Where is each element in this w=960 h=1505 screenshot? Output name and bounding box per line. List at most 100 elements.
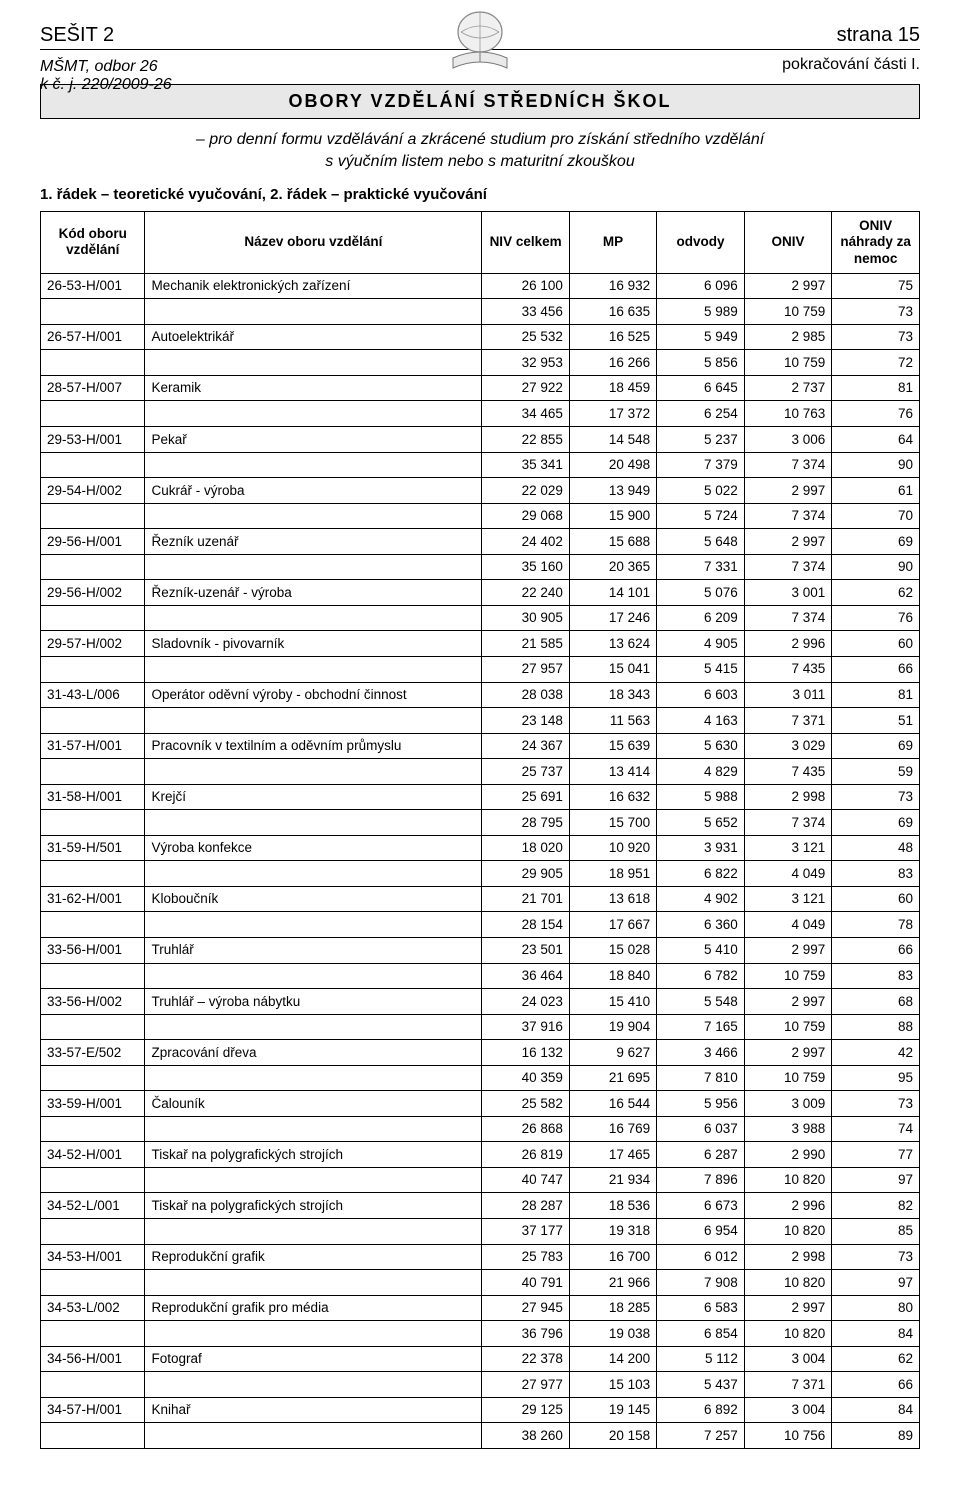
cell-value: 4 163 xyxy=(657,708,745,734)
cell-value: 95 xyxy=(832,1065,920,1091)
cell-value: 7 371 xyxy=(744,708,831,734)
data-table: Kód oboru vzdělání Název oboru vzdělání … xyxy=(40,211,920,1449)
cell-value: 16 525 xyxy=(569,324,656,350)
table-row: 26 86816 7696 0373 98874 xyxy=(41,1116,920,1142)
table-row: 31-43-L/006Operátor oděvní výroby - obch… xyxy=(41,682,920,708)
cell-value: 74 xyxy=(832,1116,920,1142)
cell-value: 2 997 xyxy=(744,529,831,555)
cell-value: 15 410 xyxy=(569,989,656,1015)
cell-name: Čalouník xyxy=(145,1091,482,1117)
cell-name-empty xyxy=(145,1116,482,1142)
cell-value: 13 618 xyxy=(569,886,656,912)
cell-value: 7 374 xyxy=(744,554,831,580)
cell-value: 19 318 xyxy=(569,1218,656,1244)
cell-value: 27 977 xyxy=(482,1372,570,1398)
table-row: 29-54-H/002Cukrář - výroba22 02913 9495 … xyxy=(41,478,920,504)
cell-value: 23 148 xyxy=(482,708,570,734)
cell-value: 2 997 xyxy=(744,273,831,299)
cell-value: 25 532 xyxy=(482,324,570,350)
cell-value: 69 xyxy=(832,810,920,836)
col-oniv-nahrady: ONIV náhrady za nemoc xyxy=(832,212,920,274)
cell-value: 26 868 xyxy=(482,1116,570,1142)
cell-value: 10 820 xyxy=(744,1167,831,1193)
cell-name-empty xyxy=(145,1270,482,1296)
table-row: 33-56-H/001Truhlář23 50115 0285 4102 997… xyxy=(41,937,920,963)
cell-value: 2 997 xyxy=(744,1295,831,1321)
col-mp: MP xyxy=(569,212,656,274)
cell-code: 29-56-H/001 xyxy=(41,529,145,555)
cell-code-empty xyxy=(41,1423,145,1449)
table-row: 29-57-H/002Sladovník - pivovarník21 5851… xyxy=(41,631,920,657)
cell-name-empty xyxy=(145,708,482,734)
cell-value: 2 996 xyxy=(744,1193,831,1219)
table-row: 23 14811 5634 1637 37151 xyxy=(41,708,920,734)
cell-value: 4 829 xyxy=(657,759,745,785)
cell-value: 76 xyxy=(832,401,920,427)
cell-value: 29 068 xyxy=(482,503,570,529)
cell-value: 26 819 xyxy=(482,1142,570,1168)
cell-value: 73 xyxy=(832,324,920,350)
table-row: 29 90518 9516 8224 04983 xyxy=(41,861,920,887)
cell-value: 17 372 xyxy=(569,401,656,427)
cell-code: 29-57-H/002 xyxy=(41,631,145,657)
table-row: 35 16020 3657 3317 37490 xyxy=(41,554,920,580)
cell-value: 28 038 xyxy=(482,682,570,708)
cell-value: 73 xyxy=(832,1244,920,1270)
cell-value: 28 795 xyxy=(482,810,570,836)
table-row: 25 73713 4144 8297 43559 xyxy=(41,759,920,785)
cell-name: Operátor oděvní výroby - obchodní činnos… xyxy=(145,682,482,708)
cell-value: 5 956 xyxy=(657,1091,745,1117)
cell-value: 22 855 xyxy=(482,427,570,453)
cell-value: 81 xyxy=(832,375,920,401)
cell-value: 29 905 xyxy=(482,861,570,887)
cell-value: 3 011 xyxy=(744,682,831,708)
cell-name: Výroba konfekce xyxy=(145,835,482,861)
cell-value: 5 648 xyxy=(657,529,745,555)
cell-value: 42 xyxy=(832,1040,920,1066)
table-header-row: Kód oboru vzdělání Název oboru vzdělání … xyxy=(41,212,920,274)
cell-code-empty xyxy=(41,656,145,682)
table-row: 37 91619 9047 16510 75988 xyxy=(41,1014,920,1040)
cell-value: 24 023 xyxy=(482,989,570,1015)
cell-value: 3 121 xyxy=(744,835,831,861)
cell-name-empty xyxy=(145,963,482,989)
cell-code: 31-62-H/001 xyxy=(41,886,145,912)
cell-name: Fotograf xyxy=(145,1346,482,1372)
cell-value: 22 029 xyxy=(482,478,570,504)
table-row: 34-53-L/002Reprodukční grafik pro média2… xyxy=(41,1295,920,1321)
cell-value: 51 xyxy=(832,708,920,734)
cell-value: 25 691 xyxy=(482,784,570,810)
cell-value: 69 xyxy=(832,529,920,555)
header-logo xyxy=(441,10,519,72)
cell-name: Tiskař na polygrafických strojích xyxy=(145,1142,482,1168)
table-row: 34-52-H/001Tiskař na polygrafických stro… xyxy=(41,1142,920,1168)
cell-value: 11 563 xyxy=(569,708,656,734)
cell-value: 13 949 xyxy=(569,478,656,504)
cell-value: 16 266 xyxy=(569,350,656,376)
cell-value: 97 xyxy=(832,1270,920,1296)
table-row: 34 46517 3726 25410 76376 xyxy=(41,401,920,427)
cell-value: 10 763 xyxy=(744,401,831,427)
cell-value: 4 902 xyxy=(657,886,745,912)
cell-value: 3 988 xyxy=(744,1116,831,1142)
cell-value: 29 125 xyxy=(482,1397,570,1423)
table-row: 40 74721 9347 89610 82097 xyxy=(41,1167,920,1193)
cell-value: 17 667 xyxy=(569,912,656,938)
cell-value: 83 xyxy=(832,861,920,887)
cell-code: 34-57-H/001 xyxy=(41,1397,145,1423)
cell-name: Knihař xyxy=(145,1397,482,1423)
cell-code-empty xyxy=(41,1065,145,1091)
cell-value: 38 260 xyxy=(482,1423,570,1449)
cell-value: 15 700 xyxy=(569,810,656,836)
header-left: SEŠIT 2 xyxy=(40,24,114,47)
table-row: 31-57-H/001Pracovník v textilním a oděvn… xyxy=(41,733,920,759)
cell-name: Keramik xyxy=(145,375,482,401)
col-name: Název oboru vzdělání xyxy=(145,212,482,274)
col-odvody: odvody xyxy=(657,212,745,274)
cell-code: 33-59-H/001 xyxy=(41,1091,145,1117)
cell-code-empty xyxy=(41,401,145,427)
cell-name: Truhlář – výroba nábytku xyxy=(145,989,482,1015)
cell-value: 36 796 xyxy=(482,1321,570,1347)
cell-value: 37 177 xyxy=(482,1218,570,1244)
cell-value: 60 xyxy=(832,631,920,657)
